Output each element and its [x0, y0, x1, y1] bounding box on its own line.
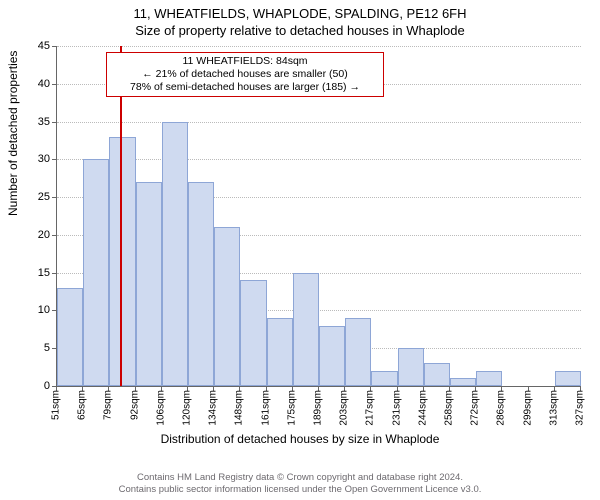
xtick-label: 65sqm [77, 390, 88, 420]
histogram-bar [398, 348, 424, 386]
ytick-label: 45 [20, 40, 50, 52]
histogram-bar [214, 227, 240, 386]
histogram-bar [476, 371, 502, 386]
annotation-line3: 78% of semi-detached houses are larger (… [113, 81, 377, 94]
histogram-bar [57, 288, 83, 386]
ytick-label: 30 [20, 153, 50, 165]
gridline [57, 159, 581, 160]
ytick-label: 35 [20, 116, 50, 128]
ytick-mark [52, 122, 57, 123]
xtick-label: 217sqm [365, 390, 376, 426]
xtick-label: 106sqm [155, 390, 166, 426]
ytick-mark [52, 197, 57, 198]
xtick-label: 313sqm [548, 390, 559, 426]
xtick-label: 148sqm [234, 390, 245, 426]
ytick-label: 10 [20, 304, 50, 316]
xtick-label: 258sqm [444, 390, 455, 426]
xtick-label: 299sqm [522, 390, 533, 426]
histogram-bar [345, 318, 371, 386]
histogram-bar [136, 182, 162, 386]
ytick-label: 15 [20, 267, 50, 279]
xtick-label: 134sqm [208, 390, 219, 426]
xtick-label: 189sqm [313, 390, 324, 426]
x-axis-label: Distribution of detached houses by size … [0, 432, 600, 446]
histogram-bar [371, 371, 397, 386]
ytick-label: 25 [20, 191, 50, 203]
histogram-bar [188, 182, 214, 386]
ytick-label: 0 [20, 380, 50, 392]
histogram-bar [267, 318, 293, 386]
xtick-label: 161sqm [260, 390, 271, 426]
xtick-label: 231sqm [391, 390, 402, 426]
chart-area: 11 WHEATFIELDS: 84sqm ← 21% of detached … [56, 46, 580, 416]
histogram-bar [240, 280, 266, 386]
histogram-bar [109, 137, 135, 386]
xtick-label: 51sqm [51, 390, 62, 420]
chart-container: 11, WHEATFIELDS, WHAPLODE, SPALDING, PE1… [0, 0, 600, 500]
ytick-mark [52, 159, 57, 160]
ytick-mark [52, 84, 57, 85]
xtick-label: 120sqm [182, 390, 193, 426]
footer: Contains HM Land Registry data © Crown c… [0, 472, 600, 496]
xtick-label: 286sqm [496, 390, 507, 426]
xtick-label: 175sqm [286, 390, 297, 426]
xtick-label: 244sqm [417, 390, 428, 426]
gridline [57, 122, 581, 123]
ytick-label: 5 [20, 342, 50, 354]
ytick-mark [52, 46, 57, 47]
histogram-bar [293, 273, 319, 386]
histogram-bar [319, 326, 345, 386]
chart-title-line2: Size of property relative to detached ho… [0, 21, 600, 38]
ytick-mark [52, 273, 57, 274]
xtick-label: 203sqm [339, 390, 350, 426]
y-axis-label: Number of detached properties [6, 51, 20, 216]
annotation-line2: ← 21% of detached houses are smaller (50… [113, 68, 377, 81]
chart-title-line1: 11, WHEATFIELDS, WHAPLODE, SPALDING, PE1… [0, 0, 600, 21]
histogram-bar [162, 122, 188, 386]
xtick-label: 327sqm [575, 390, 586, 426]
footer-line2: Contains public sector information licen… [0, 484, 600, 496]
histogram-bar [83, 159, 109, 386]
ytick-mark [52, 235, 57, 236]
xtick-label: 92sqm [129, 390, 140, 420]
gridline [57, 46, 581, 47]
histogram-bar [450, 378, 476, 386]
annotation-box: 11 WHEATFIELDS: 84sqm ← 21% of detached … [106, 52, 384, 97]
xtick-label: 272sqm [470, 390, 481, 426]
histogram-bar [555, 371, 581, 386]
histogram-bar [424, 363, 450, 386]
ytick-label: 20 [20, 229, 50, 241]
footer-line1: Contains HM Land Registry data © Crown c… [0, 472, 600, 484]
annotation-line1: 11 WHEATFIELDS: 84sqm [113, 55, 377, 68]
ytick-label: 40 [20, 78, 50, 90]
xtick-label: 79sqm [103, 390, 114, 420]
